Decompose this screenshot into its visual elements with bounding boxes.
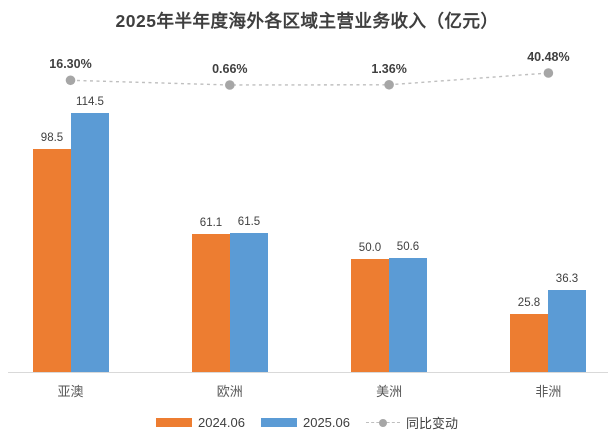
bar-2024-cat3 [510, 314, 548, 372]
legend: 2024.06 2025.06 同比变动 [155, 413, 459, 432]
bar-2025-cat1 [230, 233, 268, 372]
bar-value-label: 114.5 [76, 96, 104, 108]
bar-value-label: 25.8 [517, 297, 541, 309]
x-axis-label-cat3: 非洲 [535, 384, 562, 399]
legend-label: 同比变动 [405, 416, 459, 431]
yoy-percent-label: 1.36% [371, 61, 407, 76]
legend-item: 2025.06 [260, 415, 350, 430]
bar-2024-cat1 [192, 234, 230, 372]
yoy-percent-label: 40.48% [527, 49, 570, 64]
legend-swatch-2024-icon [155, 418, 192, 427]
yoy-percent-label: 0.66% [212, 62, 248, 76]
x-axis-label-cat0: 亚澳 [57, 384, 84, 399]
legend-label: 2024.06 [197, 415, 245, 430]
bar-value-label: 61.5 [237, 216, 261, 228]
bar-value-label: 50.6 [396, 241, 420, 253]
line-marker-icon [65, 75, 76, 86]
bar-2025-cat0 [71, 113, 109, 372]
legend-item: 同比变动 [365, 413, 459, 432]
x-axis-line [8, 372, 608, 373]
legend-swatch-2025-icon [260, 418, 297, 427]
bar-value-label: 61.1 [199, 217, 223, 229]
chart-title: 2025年半年度海外各区域主营业务收入（亿元） [115, 11, 499, 31]
x-axis-label-cat1: 欧洲 [216, 384, 243, 399]
bar-2025-cat2 [389, 258, 427, 372]
legend-dashed-line-icon [365, 418, 400, 428]
legend-item: 2024.06 [155, 415, 245, 430]
bar-value-label: 98.5 [40, 132, 64, 144]
legend-label: 2025.06 [302, 415, 350, 430]
line-marker-icon [225, 80, 235, 90]
line-marker-icon [384, 79, 394, 90]
x-axis-label-cat2: 美洲 [376, 384, 403, 399]
bar-2025-cat3 [548, 290, 586, 372]
bar-value-label: 36.3 [555, 273, 579, 285]
bar-2024-cat2 [351, 259, 389, 372]
line-marker-icon [543, 68, 554, 78]
bar-value-label: 50.0 [358, 242, 382, 254]
bar-2024-cat0 [33, 149, 71, 372]
yoy-percent-label: 16.30% [49, 57, 92, 72]
